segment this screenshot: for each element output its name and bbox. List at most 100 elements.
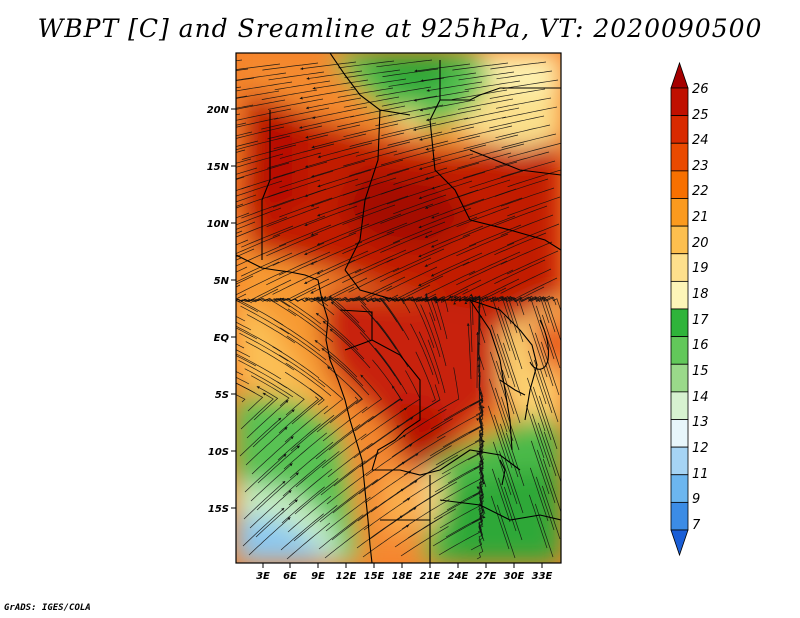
streamline: [272, 269, 324, 295]
streamline: [364, 470, 412, 504]
lat-label: 15S: [208, 504, 229, 515]
streamline: [239, 332, 289, 362]
streamline: [519, 295, 550, 324]
streamline: [456, 152, 512, 169]
streamline: [371, 453, 419, 486]
streamline-arrow: [197, 231, 200, 234]
streamline: [236, 212, 250, 219]
streamline: [342, 258, 394, 284]
streamline: [495, 151, 550, 168]
streamline: [380, 203, 434, 224]
streamline: [246, 314, 296, 344]
streamline: [391, 426, 440, 458]
streamline: [470, 508, 484, 551]
streamline: [493, 414, 513, 469]
colorbar-label: 20: [692, 236, 709, 251]
streamline: [388, 77, 445, 87]
streamline-arrow: [418, 254, 422, 258]
streamline: [322, 320, 365, 360]
colorbar-cell: [670, 391, 689, 420]
lon-label: 24E: [448, 571, 469, 582]
colorbar-label: 9: [692, 492, 700, 507]
streamline: [424, 243, 477, 267]
streamline: [526, 377, 546, 432]
streamline-arrow: [197, 289, 200, 292]
streamline: [328, 355, 370, 396]
streamline: [496, 504, 516, 559]
streamline: [469, 295, 473, 353]
streamline: [487, 405, 507, 460]
streamline: [252, 409, 295, 448]
streamline: [273, 161, 328, 179]
streamline-arrow: [290, 436, 294, 440]
streamline: [333, 452, 380, 487]
streamline: [424, 216, 478, 238]
streamline: [274, 107, 330, 120]
streamline: [305, 97, 362, 109]
streamline: [392, 275, 444, 302]
streamline-arrow: [287, 517, 291, 521]
streamline: [304, 205, 358, 227]
streamline: [415, 351, 436, 403]
streamline: [393, 194, 447, 215]
streamline: [507, 196, 561, 217]
streamline: [267, 98, 324, 110]
streamline-arrow: [191, 163, 194, 166]
streamline-arrow: [201, 305, 204, 308]
streamline: [448, 295, 481, 308]
streamline: [257, 445, 301, 484]
streamline: [248, 517, 291, 556]
streamline: [332, 479, 378, 514]
colorbar-label: 21: [692, 210, 709, 225]
streamline: [266, 152, 322, 169]
colorbar-cell: [670, 501, 689, 531]
streamline-arrow: [481, 508, 485, 512]
streamline: [478, 439, 487, 488]
lon-label: 27E: [476, 571, 497, 582]
streamline: [366, 297, 404, 332]
colorbar-cell: [670, 225, 689, 255]
streamline: [534, 332, 554, 387]
streamline: [430, 252, 483, 277]
streamline-arrow: [419, 137, 423, 141]
streamline: [342, 204, 396, 225]
streamline-arrow: [405, 525, 409, 528]
streamline: [290, 414, 335, 452]
lon-label: 15E: [364, 571, 385, 582]
streamline-arrow: [304, 223, 308, 227]
streamline-arrow: [477, 341, 481, 345]
streamline: [386, 185, 441, 205]
streamline-arrow: [256, 386, 260, 389]
streamline: [478, 493, 485, 542]
streamline: [278, 224, 332, 247]
streamline-arrow: [479, 425, 483, 429]
streamline: [236, 394, 246, 403]
streamline: [367, 385, 402, 423]
streamline: [532, 386, 552, 441]
streamline: [294, 478, 339, 515]
streamline-arrow: [203, 301, 206, 304]
streamline: [437, 367, 460, 412]
streamline: [236, 349, 251, 358]
streamline: [348, 267, 400, 293]
streamline-arrow: [314, 340, 318, 343]
streamline: [429, 312, 447, 367]
streamline: [464, 80, 521, 91]
streamline: [490, 61, 547, 70]
streamline: [528, 296, 561, 313]
streamline: [451, 116, 507, 130]
streamline: [236, 158, 252, 164]
streamline: [322, 406, 368, 442]
streamline: [236, 153, 284, 168]
streamline: [413, 297, 442, 331]
streamline: [500, 268, 552, 294]
streamline-arrow: [464, 301, 468, 305]
streamline: [315, 297, 360, 324]
streamline: [316, 396, 359, 433]
streamline: [285, 362, 332, 397]
streamline: [317, 196, 371, 217]
streamline-arrow: [305, 297, 309, 300]
streamline-arrow: [479, 391, 483, 395]
streamline: [281, 486, 325, 524]
streamline: [236, 266, 248, 273]
